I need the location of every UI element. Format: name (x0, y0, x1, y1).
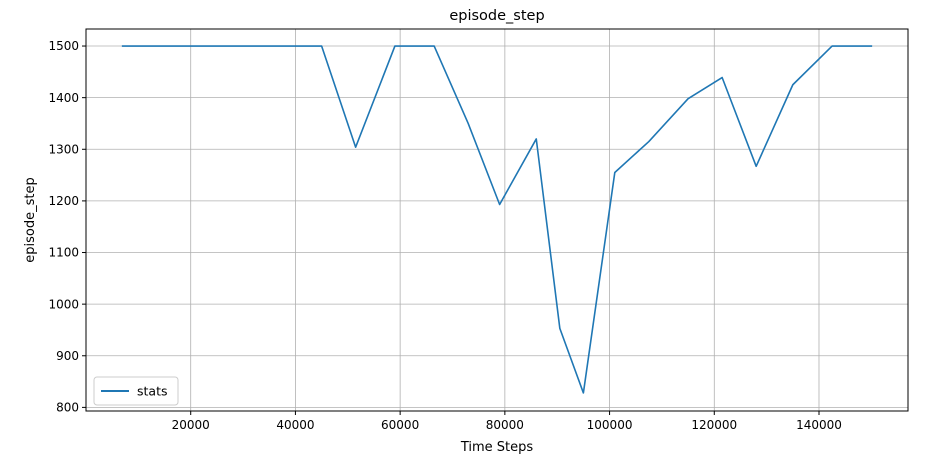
x-tick-label: 80000 (486, 418, 524, 432)
plot-frame (85, 28, 909, 412)
y-tick-label: 900 (56, 349, 79, 363)
y-tick-label: 1200 (48, 194, 79, 208)
legend: stats (93, 376, 179, 406)
x-axis-label: Time Steps (460, 440, 534, 455)
x-tick-label: 100000 (587, 418, 633, 432)
x-axis: 20000 40000 60000 80000 100000 120000 140000 (172, 411, 842, 432)
y-tick-label: 1000 (48, 297, 79, 311)
y-tick-label: 1300 (48, 142, 79, 156)
y-tick-label: 1100 (48, 246, 79, 260)
x-tick-label: 60000 (381, 418, 419, 432)
series-line-stats (121, 45, 873, 394)
grid-lines (86, 29, 908, 411)
x-tick-label: 20000 (172, 418, 210, 432)
y-tick-label: 800 (56, 401, 79, 415)
chart-title: episode_step (449, 8, 544, 24)
y-axis-label: episode_step (23, 177, 38, 262)
y-axis: 800 900 1000 1100 1200 1300 1400 1500 (48, 39, 86, 415)
y-tick-label: 1500 (48, 39, 79, 53)
legend-box (93, 376, 179, 406)
x-tick-label: 120000 (691, 418, 737, 432)
series-layer (121, 45, 873, 394)
legend-label-stats: stats (137, 384, 168, 399)
x-tick-label: 40000 (276, 418, 314, 432)
y-tick-label: 1400 (48, 91, 79, 105)
x-tick-label: 140000 (796, 418, 842, 432)
